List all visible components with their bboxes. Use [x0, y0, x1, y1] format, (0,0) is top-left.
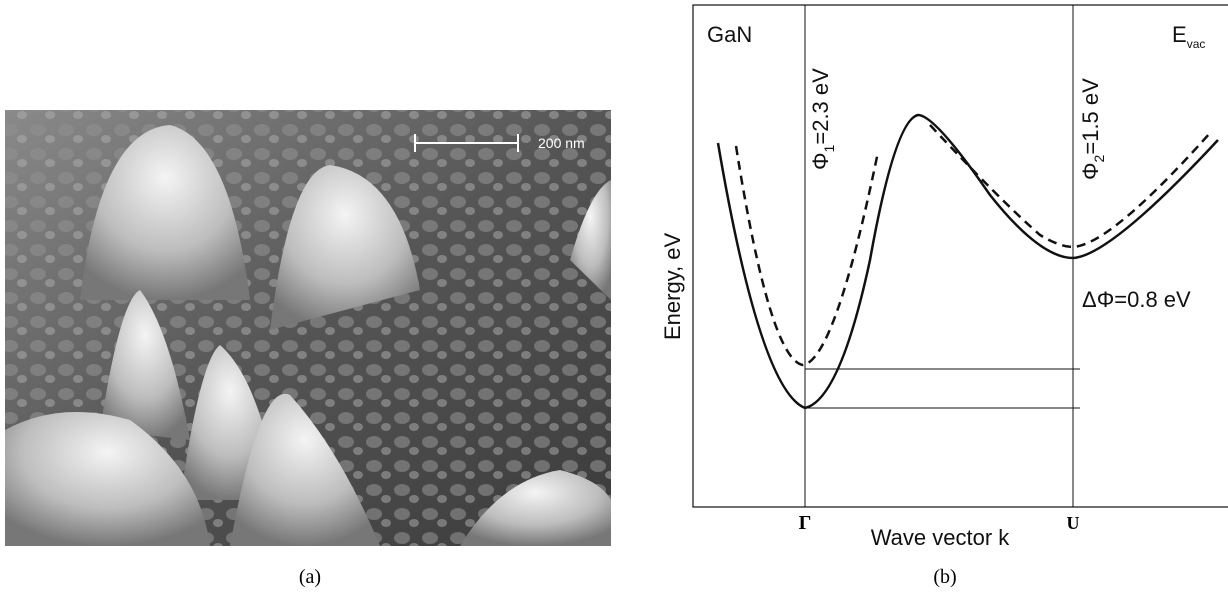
- phi1-label: Φ1=2.3 eV: [808, 68, 837, 170]
- sem-image: 200 nm: [5, 110, 611, 546]
- vacuum-level-label: Evac: [1172, 22, 1205, 51]
- symbol: Φ: [1078, 162, 1103, 180]
- material-label: GaN: [707, 22, 752, 47]
- value: =1.5 eV: [1078, 78, 1103, 155]
- x-axis-label: Wave vector k: [871, 525, 1011, 550]
- subscript: 1: [821, 144, 837, 152]
- delta-phi-label: ΔΦ=0.8 eV: [1082, 287, 1191, 312]
- u-point: U: [1067, 513, 1080, 533]
- caption: (b): [933, 566, 956, 588]
- phi2-label: Φ2=1.5 eV: [1078, 78, 1107, 180]
- subscript: 2: [1091, 154, 1107, 162]
- scale-bar-label: 200 nm: [538, 135, 585, 151]
- subscript: vac: [1187, 37, 1206, 51]
- symbol: Φ: [808, 152, 833, 170]
- y-axis-label: Energy, eV: [660, 232, 685, 340]
- value: =2.3 eV: [808, 68, 833, 145]
- band-diagram: [692, 4, 1228, 508]
- gamma-point: Γ: [799, 512, 812, 534]
- symbol: E: [1172, 22, 1187, 47]
- caption: (a): [299, 566, 321, 588]
